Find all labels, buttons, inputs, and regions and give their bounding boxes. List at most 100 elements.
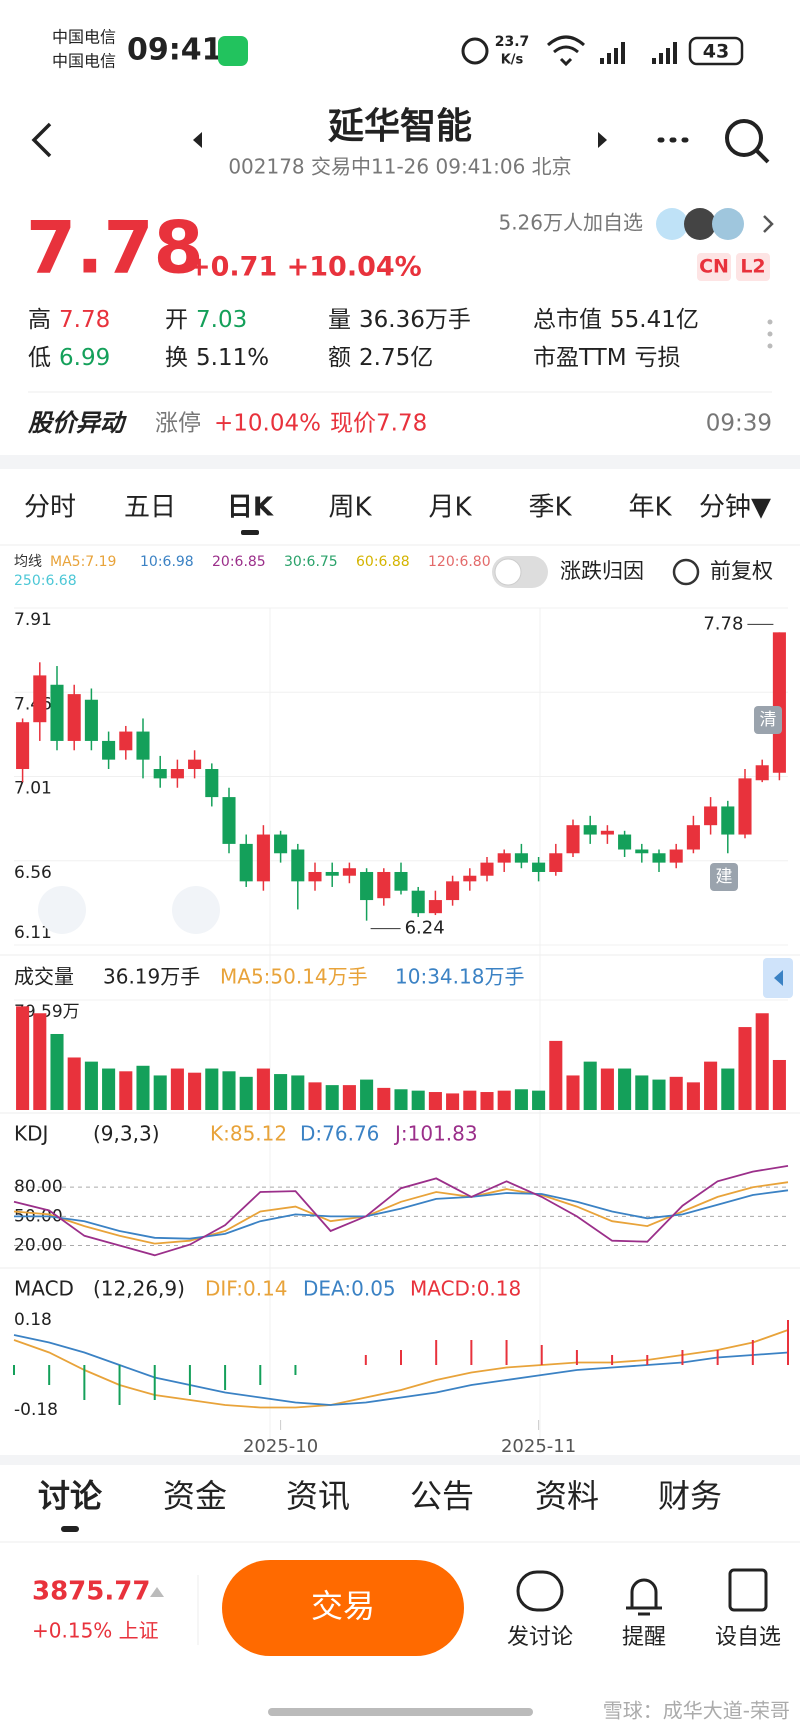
x-tick-label: 2025-10 (243, 1436, 318, 1457)
period-tab[interactable]: 日K (227, 493, 274, 523)
toggle-knob (494, 558, 522, 586)
period-tab[interactable]: 年K (628, 493, 672, 523)
volume-bar (67, 1057, 81, 1110)
adjust-icon[interactable] (672, 558, 700, 586)
index-change: +0.15% 上证 (32, 1619, 159, 1643)
menu-dot (767, 319, 773, 325)
badge: L2 (740, 256, 765, 278)
content-tab[interactable]: 资讯 (286, 1477, 350, 1515)
legend-entry: DIF:0.14 (205, 1277, 288, 1301)
search-button[interactable] (725, 119, 763, 157)
indicator-line (13, 1165, 789, 1257)
volume-bar (342, 1085, 356, 1110)
period-tab[interactable]: 月K (428, 493, 472, 523)
panel-title: 成交量 (14, 965, 74, 989)
fullscreen-button[interactable] (172, 886, 220, 934)
volume-bar (583, 1061, 597, 1110)
action-label[interactable]: 发讨论 (507, 1625, 573, 1650)
battery (688, 36, 744, 66)
candle-body (274, 834, 288, 854)
volume-bar (428, 1092, 442, 1110)
ma-legend: MA5:7.19 (50, 554, 116, 570)
carrier: 中国电信 (52, 28, 116, 47)
candle-body (652, 853, 666, 863)
volume-bar (721, 1068, 735, 1110)
candle-body (480, 862, 494, 876)
volume-bar (394, 1089, 408, 1110)
prev-stock[interactable] (193, 132, 202, 148)
candle-body (772, 632, 786, 773)
candle-body (222, 797, 236, 844)
y-tick-label: 80.00 (14, 1177, 63, 1197)
candle-body (463, 875, 477, 882)
volume-bar (16, 1006, 30, 1110)
next-stock[interactable] (598, 132, 607, 148)
candle-body (84, 699, 98, 741)
action-label[interactable]: 提醒 (622, 1625, 666, 1650)
legend-entry: K:85.12 (210, 1122, 287, 1146)
candle-body (600, 830, 614, 835)
volume-bar (170, 1068, 184, 1110)
volume-bar (514, 1089, 528, 1110)
expand-button[interactable] (38, 886, 86, 934)
candle-body (119, 731, 133, 751)
net-unit: K/s (501, 53, 524, 68)
content-tab[interactable]: 公告 (410, 1477, 474, 1515)
candle-body (618, 834, 632, 850)
x-tick-label: 2025-11 (501, 1436, 576, 1457)
panel-value: 36.19万手 (103, 965, 200, 989)
action-label[interactable]: 设自选 (715, 1625, 781, 1650)
candle-body (188, 759, 202, 770)
candle-body (394, 871, 408, 891)
panel-title: KDJ (14, 1122, 48, 1146)
section-gap (0, 455, 800, 469)
volume-bar (188, 1072, 202, 1110)
content-tab[interactable]: 资料 (535, 1477, 599, 1515)
candle-body (50, 684, 64, 741)
period-tab[interactable]: 五日 (124, 493, 176, 523)
panel-title: MACD (14, 1277, 74, 1301)
period-tab[interactable]: 分时 (24, 493, 76, 523)
content-tab[interactable]: 讨论 (38, 1477, 103, 1515)
content-tab[interactable]: 财务 (658, 1477, 722, 1515)
period-tab[interactable]: 季K (528, 493, 572, 523)
period-tab[interactable]: 分钟▼ (699, 493, 771, 523)
y-tick-label: 20.00 (14, 1236, 63, 1256)
toggle-label: 涨跌归因 (560, 559, 644, 583)
avatar (712, 208, 744, 240)
watchlist-icon[interactable] (728, 1568, 768, 1612)
candle-body (428, 900, 442, 914)
followers-arrow[interactable] (763, 215, 774, 233)
candle-body (377, 871, 391, 899)
ma-legend: 均线 (14, 554, 42, 570)
volume-bar (222, 1071, 236, 1110)
panel-params: (12,26,9) (93, 1277, 185, 1301)
volume-bar (566, 1075, 580, 1110)
bottom-tabs: 讨论 资金 资讯 公告 资料 财务 (38, 1477, 722, 1532)
adjust-label[interactable]: 前复权 (710, 559, 773, 583)
volume-bar (239, 1076, 253, 1110)
price: 7.78 (26, 206, 204, 290)
candle-body (532, 862, 546, 872)
volume-bar (256, 1068, 270, 1110)
volume-bar (102, 1068, 116, 1110)
indicator-line (14, 1189, 789, 1240)
volume-bar (360, 1079, 374, 1110)
content-tab[interactable]: 资金 (163, 1477, 227, 1515)
stat-label: 高 (28, 307, 51, 333)
panel-ma: MA5:50.14万手 (220, 965, 368, 989)
back-button[interactable] (31, 122, 52, 158)
volume-bar (136, 1065, 150, 1110)
legend-entry: D:76.76 (300, 1122, 379, 1146)
stat: 换 5.11% (165, 345, 269, 371)
alert-icon[interactable] (626, 1578, 662, 1616)
price-change: +0.71 +10.04% (188, 252, 422, 283)
trade-label[interactable]: 交易 (311, 1587, 375, 1625)
period-tab[interactable]: 周K (328, 493, 372, 523)
search-handle (754, 148, 770, 164)
volume-bar (755, 1013, 769, 1110)
discuss-icon[interactable] (516, 1570, 564, 1612)
legend-entry: J:101.83 (393, 1122, 478, 1146)
trade-button[interactable] (222, 1560, 464, 1656)
